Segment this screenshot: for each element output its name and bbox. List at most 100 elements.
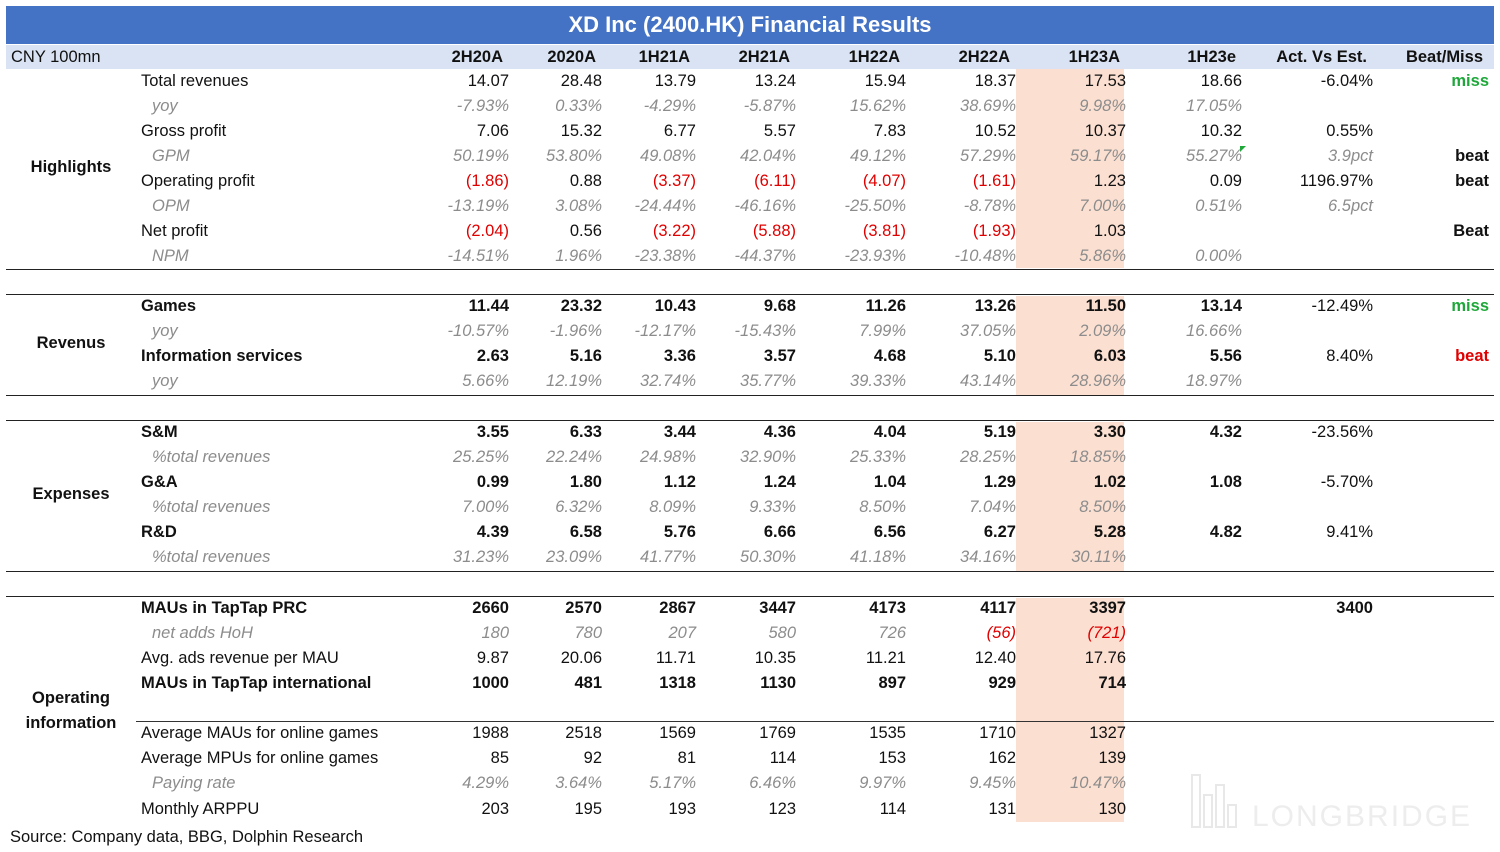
table-cell: 123 (768, 800, 796, 818)
table-row: Operating profit (1.86) 0.88 (3.37) (6.11) (4… (0, 169, 1500, 194)
table-cell: 1196.97% (1299, 172, 1373, 190)
table-row: GPM 50.19% 53.80% 49.08% 42.04% 49.12% 57.29% 5… (0, 144, 1500, 169)
table-cell: 55.27% (1186, 147, 1242, 165)
table-cell: 3.57 (763, 347, 796, 365)
row-label: OPM (152, 197, 190, 215)
table-cell: 28.25% (960, 448, 1016, 466)
table-cell: Beat (1453, 222, 1489, 240)
table-cell: 114 (879, 800, 906, 818)
divider (136, 721, 1494, 722)
table-cell: 85 (490, 749, 509, 767)
table-cell: 0.99 (476, 473, 509, 491)
table-cell: -7.93% (456, 97, 509, 115)
row-label: Average MAUs for online games (141, 724, 379, 742)
table-cell: -13.19% (447, 197, 509, 215)
table-cell: 1000 (472, 674, 509, 692)
table-cell: 34.16% (960, 548, 1016, 566)
table-cell: 2.63 (476, 347, 509, 365)
row-label: G&A (141, 473, 178, 491)
table-cell: 17.53 (1084, 72, 1126, 90)
table-cell: miss (1451, 72, 1489, 90)
table-cell: -8.78% (963, 197, 1016, 215)
table-cell: 180 (481, 624, 509, 642)
table-cell: 4.68 (873, 347, 906, 365)
table-cell: 1.80 (569, 473, 602, 491)
table-cell: 15.94 (864, 72, 906, 90)
table-cell: 2867 (659, 599, 696, 617)
table-row: NPM -14.51% 1.96% -23.38% -44.37% -23.93% -10.… (0, 244, 1500, 269)
table-cell: (1.86) (465, 172, 509, 190)
table-cell: 25.25% (453, 448, 509, 466)
watermark-logo: LONGBRIDGE (1191, 774, 1472, 830)
divider (6, 269, 1494, 270)
row-label: yoy (152, 372, 178, 390)
table-cell: miss (1451, 297, 1489, 315)
table-cell: 1988 (472, 724, 509, 742)
table-cell: 4.32 (1209, 423, 1242, 441)
table-cell: 10.47% (1070, 774, 1126, 792)
table-row: S&M 3.55 6.33 3.44 4.36 4.04 5.19 3.30 4.32 -23.5… (0, 420, 1500, 445)
table-cell: 11.50 (1085, 297, 1126, 315)
table-cell: 0.88 (569, 172, 602, 190)
table-cell: 53.80% (546, 147, 602, 165)
table-cell: 50.30% (740, 548, 796, 566)
col-header: 1H22A (848, 48, 900, 66)
table-cell: 9.68 (763, 297, 796, 315)
table-cell: 57.29% (960, 147, 1016, 165)
row-label: Average MPUs for online games (141, 749, 379, 767)
table-cell: 130 (1098, 800, 1126, 818)
table-cell: 10.37 (1084, 122, 1126, 140)
table-cell: 9.45% (969, 774, 1016, 792)
table-cell: 13.24 (754, 72, 796, 90)
table-cell: 18.37 (974, 72, 1016, 90)
table-cell: 13.26 (974, 297, 1016, 315)
table-cell: 6.56 (873, 523, 906, 541)
table-cell: 20.06 (560, 649, 602, 667)
table-cell: 139 (1098, 749, 1126, 767)
table-cell: 726 (878, 624, 906, 642)
table-cell: 3.9pct (1328, 147, 1373, 165)
table-cell: 7.83 (873, 122, 906, 140)
col-header: 2H21A (738, 48, 790, 66)
table-cell: -46.16% (734, 197, 796, 215)
row-label: Games (141, 297, 197, 315)
table-cell: -23.38% (634, 247, 696, 265)
table-cell: -10.48% (954, 247, 1016, 265)
row-label: yoy (152, 97, 178, 115)
table-cell: 11.21 (865, 649, 906, 667)
table-cell: 5.57 (763, 122, 796, 140)
table-row: %total revenues 25.25% 22.24% 24.98% 32.90% 2… (0, 445, 1500, 470)
table-cell: 10.35 (754, 649, 796, 667)
row-label: S&M (141, 423, 178, 441)
table-cell: 4.82 (1209, 523, 1242, 541)
table-cell: 24.98% (640, 448, 696, 466)
table-row: %total revenues 31.23% 23.09% 41.77% 50.30% 4… (0, 545, 1500, 570)
table-cell: (4.07) (862, 172, 906, 190)
table-cell: -6.04% (1320, 72, 1373, 90)
table-cell: 13.14 (1200, 297, 1242, 315)
table-cell: 9.97% (859, 774, 906, 792)
table-cell: -15.43% (734, 322, 796, 340)
table-cell: 897 (878, 674, 906, 692)
table-cell: 18.66 (1200, 72, 1242, 90)
row-label: yoy (152, 322, 178, 340)
row-label: R&D (141, 523, 177, 541)
section-label-operating-text: Operating information (25, 689, 117, 732)
table-cell: 3397 (1089, 599, 1126, 617)
table-row: R&D 4.39 6.58 5.76 6.66 6.56 6.27 5.28 4.82 9.41% (0, 520, 1500, 545)
table-cell: -25.50% (844, 197, 906, 215)
table-cell: 3.30 (1093, 423, 1126, 441)
table-cell: 16.66% (1186, 322, 1242, 340)
table-cell: 3.64% (555, 774, 602, 792)
table-row: net adds HoH 180 780 207 580 726 (56) (721) (0, 621, 1500, 646)
comment-marker-icon (1240, 146, 1246, 152)
table-cell: 23.09% (546, 548, 602, 566)
watermark-text: LONGBRIDGE (1252, 800, 1472, 830)
table-cell: 28.48 (560, 72, 602, 90)
table-cell: 3.36 (663, 347, 696, 365)
table-cell: 6.66 (763, 523, 796, 541)
table-cell: 50.19% (453, 147, 509, 165)
table-cell: 714 (1098, 674, 1126, 692)
section-label-expenses: Expenses (32, 485, 110, 503)
row-label: %total revenues (152, 448, 271, 466)
